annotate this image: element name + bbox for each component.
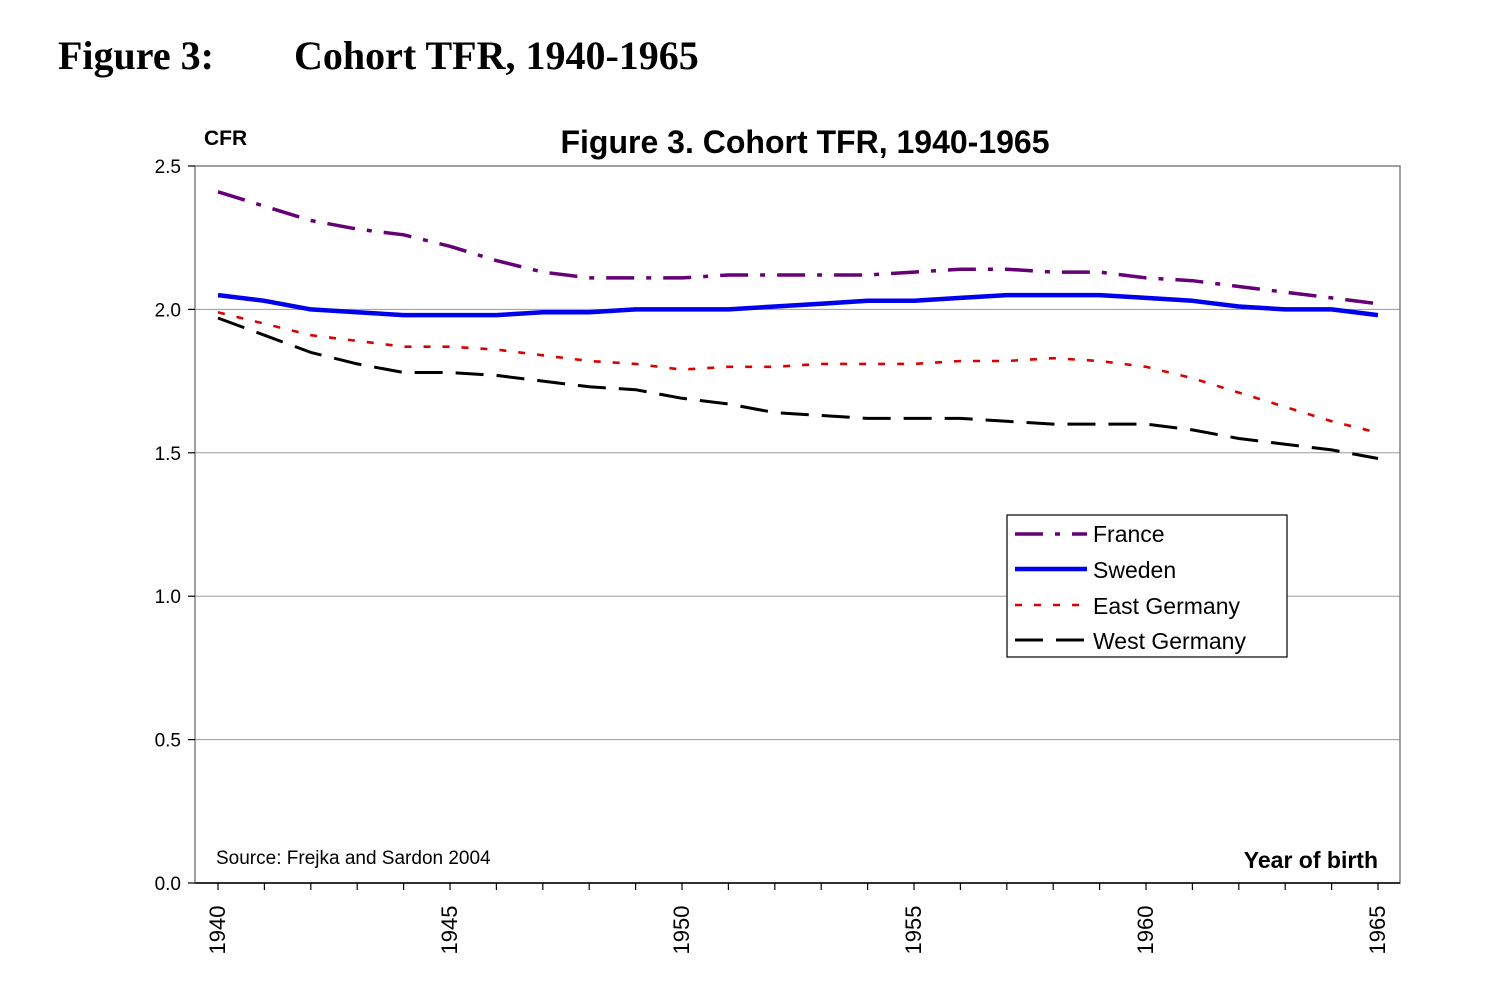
legend-label-sweden: Sweden [1093, 557, 1176, 583]
page-title: Cohort TFR, 1940-1965 [294, 33, 699, 78]
x-tick-label: 1945 [437, 906, 462, 955]
legend-label-west-germany: West Germany [1093, 628, 1246, 654]
series-line-west-germany [217, 316, 1379, 460]
x-tick-label: 1950 [669, 906, 694, 955]
series-line-france [217, 190, 1379, 306]
chart-title: Figure 3. Cohort TFR, 1940-1965 [560, 124, 1049, 160]
x-tick-label: 1960 [1133, 906, 1158, 955]
legend-label-east-germany: East Germany [1093, 593, 1240, 619]
y-tick-label: 1.0 [155, 587, 181, 608]
figure-number: Figure 3: [58, 33, 214, 78]
series-line-sweden [217, 292, 1379, 318]
y-tick-label: 0.5 [155, 731, 181, 752]
x-tick-label: 1940 [205, 906, 230, 955]
y-tick-label: 2.0 [155, 300, 181, 321]
page-heading: Figure 3: Cohort TFR, 1940-1965 [58, 32, 699, 79]
y-tick-label: 0.0 [155, 874, 181, 895]
legend-label-france: France [1093, 521, 1165, 547]
y-tick-label: 2.5 [155, 157, 181, 178]
x-tick-label: 1955 [901, 906, 926, 955]
y-axis-label: CFR [204, 127, 247, 150]
legend: France Sweden East Germany West Germany [1006, 514, 1288, 658]
series-line-east-germany [217, 311, 1379, 434]
x-axis-label: Year of birth [1244, 847, 1378, 873]
y-tick-label: 1.5 [155, 444, 181, 465]
x-tick-label: 1965 [1365, 906, 1390, 955]
source-note: Source: Frejka and Sardon 2004 [216, 848, 491, 869]
legend-box [1006, 514, 1288, 658]
